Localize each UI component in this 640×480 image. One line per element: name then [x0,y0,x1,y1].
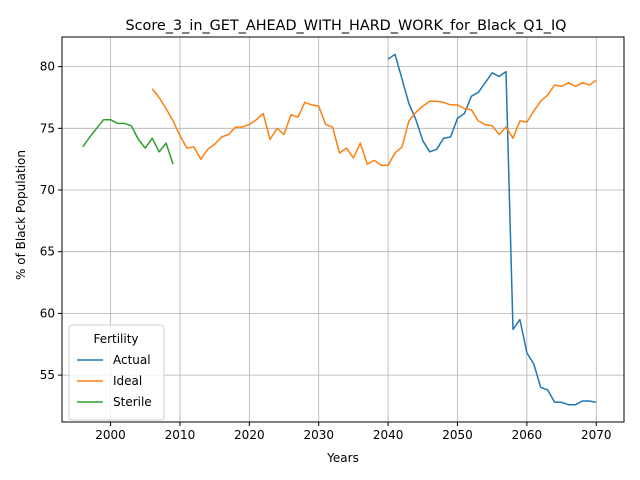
x-axis-label: Years [326,451,359,465]
y-axis-label: % of Black Population [14,150,28,280]
x-tick-label: 2040 [373,428,404,442]
legend-title: Fertility [93,332,138,346]
legend-items: Actual Ideal Sterile [77,353,152,409]
series-line-ideal [151,79,597,167]
chart-title: Score_3_in_GET_AHEAD_WITH_HARD_WORK_for_… [125,18,566,34]
legend: Fertility Actual Ideal Sterile [68,324,165,421]
legend-box [68,324,165,421]
series-line-actual [387,53,597,406]
series-lines [82,53,597,406]
legend-label-sterile: Sterile [113,395,152,409]
axes-frame [61,36,625,423]
x-tick-label: 2060 [512,428,543,442]
x-tick-label: 2070 [581,428,612,442]
y-axis-ticks: 55 60 65 70 75 80 [40,60,62,382]
legend-label-ideal: Ideal [113,374,142,388]
x-tick-label: 2010 [165,428,196,442]
series-line-sterile [82,118,174,165]
x-tick-label: 2020 [234,428,265,442]
x-axis-ticks: 2000 2010 2020 2030 2040 2050 2060 2070 [95,422,612,442]
legend-label-actual: Actual [113,353,151,367]
y-tick-label: 80 [40,60,55,74]
y-tick-label: 65 [40,245,55,259]
y-tick-label: 60 [40,306,55,320]
x-tick-label: 2000 [95,428,126,442]
y-tick-label: 70 [40,183,55,197]
y-tick-label: 55 [40,368,55,382]
x-tick-label: 2050 [442,428,473,442]
y-tick-label: 75 [40,121,55,135]
x-tick-label: 2030 [303,428,334,442]
